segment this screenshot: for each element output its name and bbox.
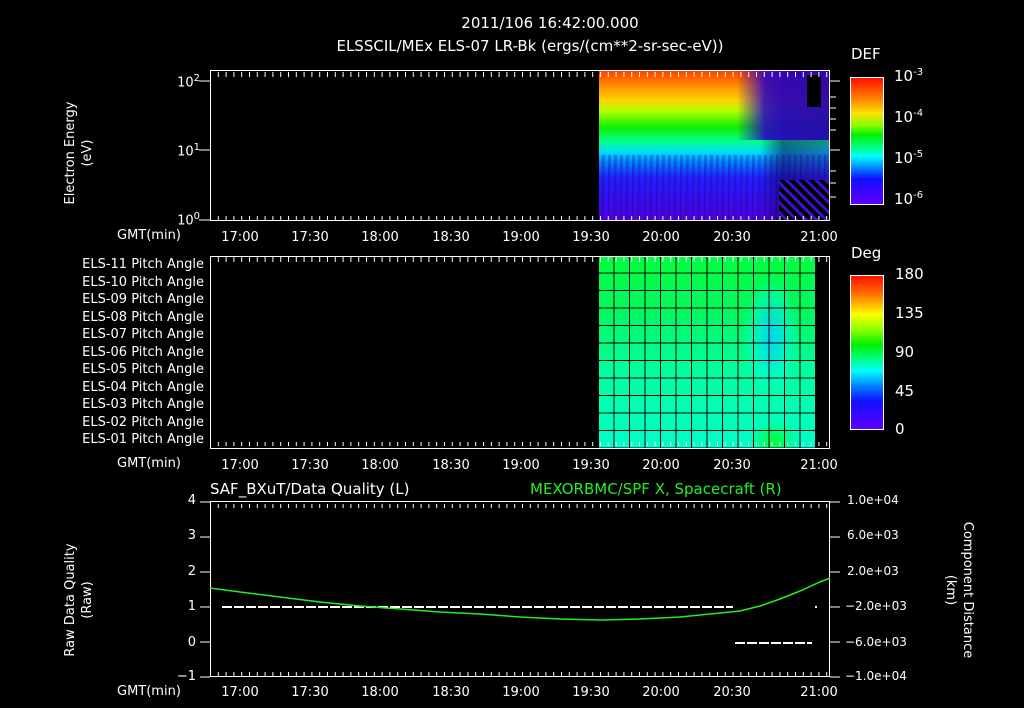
xtick: 18:00	[361, 458, 399, 473]
xtick: 20:00	[642, 230, 680, 245]
colorbar-deg-tick-180: 180	[895, 265, 924, 283]
panel3-title-right: MEXORBMC/SPF X, Spacecraft (R)	[530, 480, 782, 498]
xtick: 20:30	[713, 685, 751, 700]
pitch-angle-heatmap	[599, 256, 816, 448]
xtick: 21:00	[800, 685, 838, 700]
ytick-left: 4	[187, 493, 196, 508]
panel1-frame	[199, 70, 840, 221]
ytick-right: −6.0e+03	[845, 635, 907, 649]
panel1-ytick-100: 102	[177, 73, 200, 91]
row-label: ELS-06 Pitch Angle	[82, 345, 204, 360]
xtick: 19:30	[572, 685, 610, 700]
ytick-right: −1.0e+04	[845, 669, 907, 683]
colorbar-deg-tick-90: 90	[895, 343, 915, 361]
plot-title: ELSSCIL/MEx ELS-07 LR-Bk (ergs/(cm**2-sr…	[336, 37, 724, 55]
ytick-left: −1	[176, 669, 196, 684]
row-label: ELS-07 Pitch Angle	[82, 327, 204, 342]
data-quality-series	[222, 606, 812, 644]
ytick-right: −2.0e+03	[845, 599, 907, 613]
xtick: 18:30	[432, 685, 470, 700]
colorbar-def-tick-1e-4: 10-4	[894, 108, 924, 126]
row-label: ELS-03 Pitch Angle	[82, 397, 204, 412]
xtick: 20:00	[642, 458, 680, 473]
xtick: 18:00	[361, 230, 399, 245]
ytick-left: 1	[187, 599, 196, 614]
ytick-left: 3	[187, 528, 196, 543]
colorbar-def	[850, 77, 884, 205]
xtick: 20:00	[642, 685, 680, 700]
ytick-right: 1.0e+04	[847, 493, 899, 507]
xtick: 19:30	[572, 230, 610, 245]
xtick: 17:30	[291, 458, 329, 473]
colorbar-def-tick-1e-6: 10-6	[894, 190, 924, 208]
xtick: 19:30	[572, 458, 610, 473]
xtick: 17:30	[291, 230, 329, 245]
ytick-right: 6.0e+03	[847, 528, 899, 542]
xtick: 19:00	[502, 230, 540, 245]
plot-timestamp: 2011/106 16:42:00.000	[461, 14, 639, 32]
xtick: 19:00	[502, 685, 540, 700]
xtick: 17:00	[221, 685, 259, 700]
colorbar-def-title: DEF	[851, 45, 881, 63]
row-label: ELS-11 Pitch Angle	[82, 257, 204, 272]
pitch-angle-gridlines	[599, 256, 816, 448]
row-label: ELS-05 Pitch Angle	[82, 362, 204, 377]
colorbar-deg-tick-135: 135	[895, 304, 924, 322]
colorbar-deg-tick-0: 0	[895, 420, 905, 438]
panel3-xaxis-label: GMT(min)	[117, 684, 181, 699]
panel2-xaxis-label: GMT(min)	[117, 456, 181, 471]
xtick: 20:30	[713, 458, 751, 473]
xtick: 18:00	[361, 685, 399, 700]
ytick-right: 2.0e+03	[847, 564, 899, 578]
colorbar-def-tick-1e-3: 10-3	[894, 67, 924, 85]
colorbar-deg	[850, 275, 884, 430]
colorbar-def-tick-1e-5: 10-5	[894, 149, 924, 167]
panel3-title-left: SAF_BXuT/Data Quality (L)	[210, 480, 410, 498]
xtick: 17:30	[291, 685, 329, 700]
panel1-ytick-1: 100	[177, 211, 200, 229]
panel1-xaxis-label: GMT(min)	[117, 228, 181, 243]
colorbar-deg-tick-45: 45	[895, 382, 915, 400]
colorbar-deg-title: Deg	[851, 244, 882, 262]
spectrogram-gap	[807, 75, 821, 107]
spacecraft-x-series	[209, 577, 831, 621]
xtick: 18:30	[432, 458, 470, 473]
xtick: 17:00	[221, 230, 259, 245]
xtick: 20:30	[713, 230, 751, 245]
row-label: ELS-08 Pitch Angle	[82, 310, 204, 325]
xtick: 17:00	[221, 458, 259, 473]
panel3-frame	[200, 501, 840, 678]
row-label: ELS-04 Pitch Angle	[82, 380, 204, 395]
panel2-frame	[210, 256, 830, 449]
xtick: 21:00	[800, 458, 838, 473]
xtick: 19:00	[502, 458, 540, 473]
row-label: ELS-02 Pitch Angle	[82, 415, 204, 430]
xtick: 18:30	[432, 230, 470, 245]
energy-spectrogram	[599, 70, 829, 220]
spectrogram-lowflux	[779, 180, 829, 220]
row-label: ELS-01 Pitch Angle	[82, 432, 204, 447]
xtick: 21:00	[800, 230, 838, 245]
row-label: ELS-09 Pitch Angle	[82, 292, 204, 307]
row-label: ELS-10 Pitch Angle	[82, 275, 204, 290]
ytick-left: 0	[187, 635, 196, 650]
ytick-left: 2	[187, 564, 196, 579]
panel1-ytick-10: 101	[177, 142, 200, 160]
